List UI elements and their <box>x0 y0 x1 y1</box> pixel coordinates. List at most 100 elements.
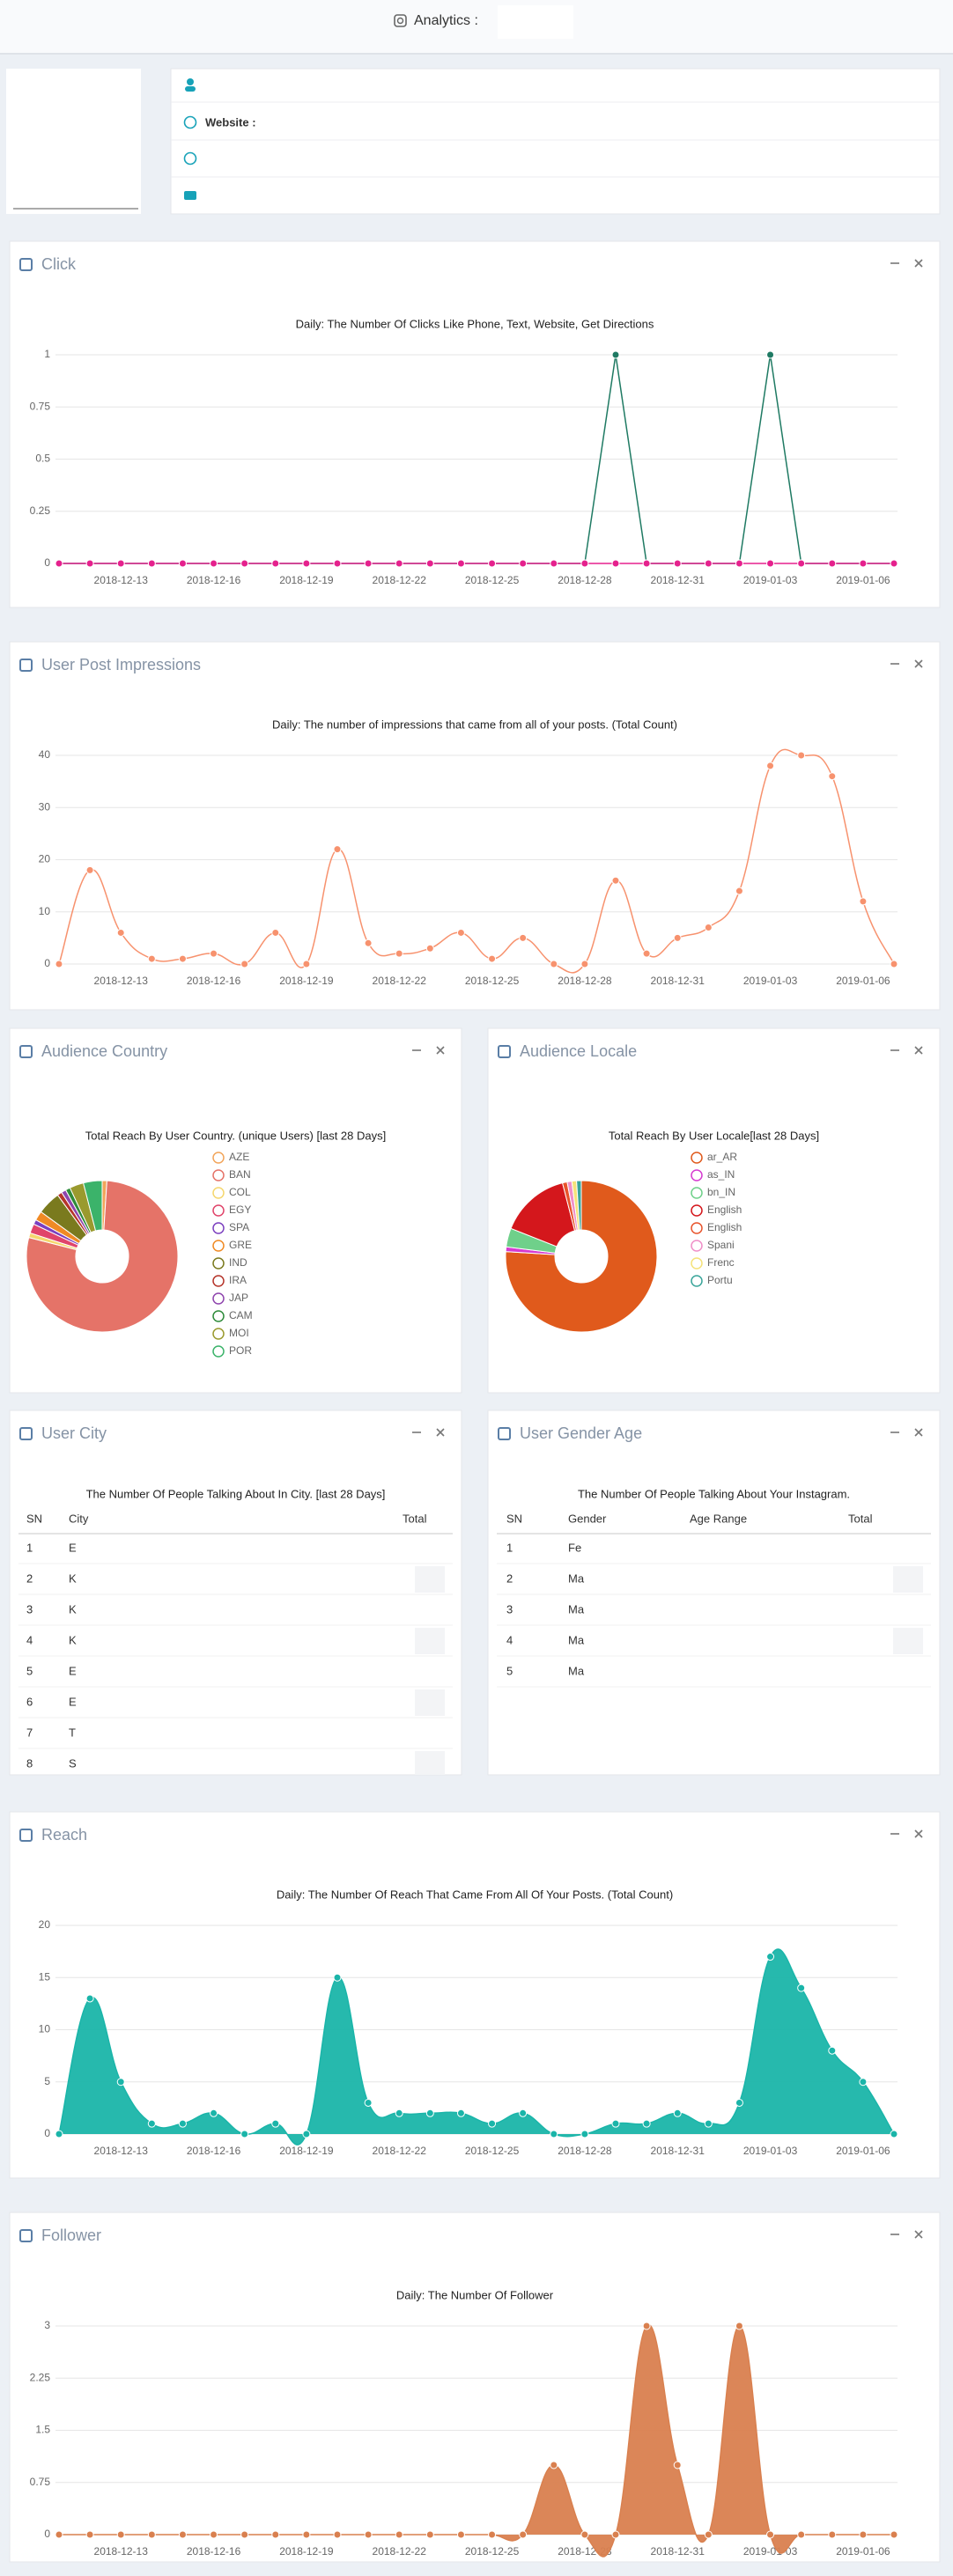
legend-marker <box>212 1345 225 1358</box>
point <box>704 2530 713 2539</box>
x-tick-label: 2018-12-13 <box>94 574 149 586</box>
panel-icon <box>19 1829 33 1842</box>
point <box>735 2098 743 2107</box>
point <box>704 559 713 568</box>
column-header: SN <box>26 1512 42 1525</box>
chart-subtitle: Daily: The Number Of Clicks Like Phone, … <box>296 317 654 330</box>
close-button[interactable] <box>914 1046 923 1055</box>
point <box>116 2530 125 2539</box>
point <box>797 751 806 760</box>
website-label: Website : <box>205 115 256 129</box>
area <box>59 2324 894 2558</box>
legend-marker <box>691 1152 703 1164</box>
table-cell: 1 <box>506 1541 513 1554</box>
panel-title: Reach <box>41 1826 87 1844</box>
point <box>240 559 249 568</box>
location-icon <box>183 151 197 166</box>
legend-marker <box>691 1204 703 1217</box>
close-button[interactable] <box>436 1046 445 1055</box>
x-tick-label: 2019-01-06 <box>836 975 890 987</box>
point <box>611 559 620 568</box>
point <box>240 960 249 968</box>
x-tick-label: 2019-01-06 <box>836 2545 890 2558</box>
y-tick-label: 15 <box>39 1970 51 1983</box>
redacted-cell <box>415 1628 445 1654</box>
point <box>550 960 558 968</box>
legend-label: bn_IN <box>707 1186 735 1198</box>
point <box>704 924 713 932</box>
table-cell: 3 <box>26 1602 33 1616</box>
y-tick-label: 20 <box>39 853 51 865</box>
x-tick-label: 2018-12-25 <box>465 2145 520 2157</box>
legend-label: as_IN <box>707 1168 735 1181</box>
point <box>766 350 775 359</box>
close-button[interactable] <box>914 1829 923 1838</box>
y-tick-label: 5 <box>44 2075 50 2087</box>
table-cell: 5 <box>26 1664 33 1677</box>
point <box>704 2119 713 2128</box>
y-tick-label: 1 <box>44 348 50 360</box>
chart-subtitle: Total Reach By User Locale[last 28 Days] <box>609 1129 819 1142</box>
point <box>85 1994 94 2003</box>
table: SN Gender Age Range Total 1 Fe 2 Ma 3 Ma 4 Ma 5 Ma <box>497 1512 931 1688</box>
table-cell: 5 <box>506 1664 513 1677</box>
point <box>519 2530 528 2539</box>
legend-label: COL <box>229 1186 251 1198</box>
x-tick-label: 2018-12-22 <box>373 574 427 586</box>
point <box>859 2530 868 2539</box>
column-header: Age Range <box>690 1512 747 1525</box>
close-button[interactable] <box>914 1428 923 1437</box>
legend-label: EGY <box>229 1203 251 1216</box>
close-button[interactable] <box>436 1428 445 1437</box>
x-tick-label: 2018-12-28 <box>558 574 612 586</box>
point <box>519 933 528 942</box>
close-button[interactable] <box>914 2230 923 2239</box>
panel-icon <box>498 1045 511 1058</box>
point <box>302 960 311 968</box>
x-tick-label: 2018-12-25 <box>465 975 520 987</box>
close-button[interactable] <box>914 259 923 268</box>
point <box>456 2530 465 2539</box>
point <box>642 2322 651 2330</box>
table-cell: 4 <box>26 1633 33 1646</box>
legend-marker <box>212 1187 225 1199</box>
point <box>178 2530 187 2539</box>
panel <box>9 240 941 608</box>
column-header: Total <box>848 1512 873 1525</box>
point <box>271 559 280 568</box>
point <box>55 2130 63 2138</box>
pie-slice <box>83 1180 103 1232</box>
y-tick-label: 0.75 <box>30 400 51 412</box>
x-tick-label: 2018-12-31 <box>651 574 706 586</box>
x-tick-label: 2018-12-16 <box>187 2145 241 2157</box>
legend-label: CAM <box>229 1309 253 1321</box>
point <box>302 559 311 568</box>
panel-title: Audience Country <box>41 1042 167 1060</box>
profile-info <box>170 68 941 215</box>
table-cell: Fe <box>568 1541 581 1554</box>
legend-marker <box>212 1222 225 1234</box>
point <box>580 2130 589 2138</box>
x-tick-label: 2018-12-19 <box>279 574 334 586</box>
redacted-cell <box>415 1566 445 1593</box>
y-tick-label: 0 <box>44 2528 50 2540</box>
table-cell: T <box>69 1726 76 1739</box>
point <box>859 2078 868 2087</box>
point <box>642 559 651 568</box>
point <box>85 2530 94 2539</box>
point <box>55 2530 63 2539</box>
legend-label: IRA <box>229 1274 247 1286</box>
close-button[interactable] <box>914 659 923 668</box>
x-tick-label: 2019-01-06 <box>836 574 890 586</box>
x-tick-label: 2018-12-13 <box>94 975 149 987</box>
point <box>859 897 868 906</box>
header-shadow <box>0 53 953 55</box>
point <box>611 2530 620 2539</box>
point <box>395 2109 403 2117</box>
point <box>642 949 651 958</box>
point <box>456 928 465 937</box>
legend-marker <box>212 1204 225 1217</box>
point <box>735 2322 743 2330</box>
point <box>85 559 94 568</box>
